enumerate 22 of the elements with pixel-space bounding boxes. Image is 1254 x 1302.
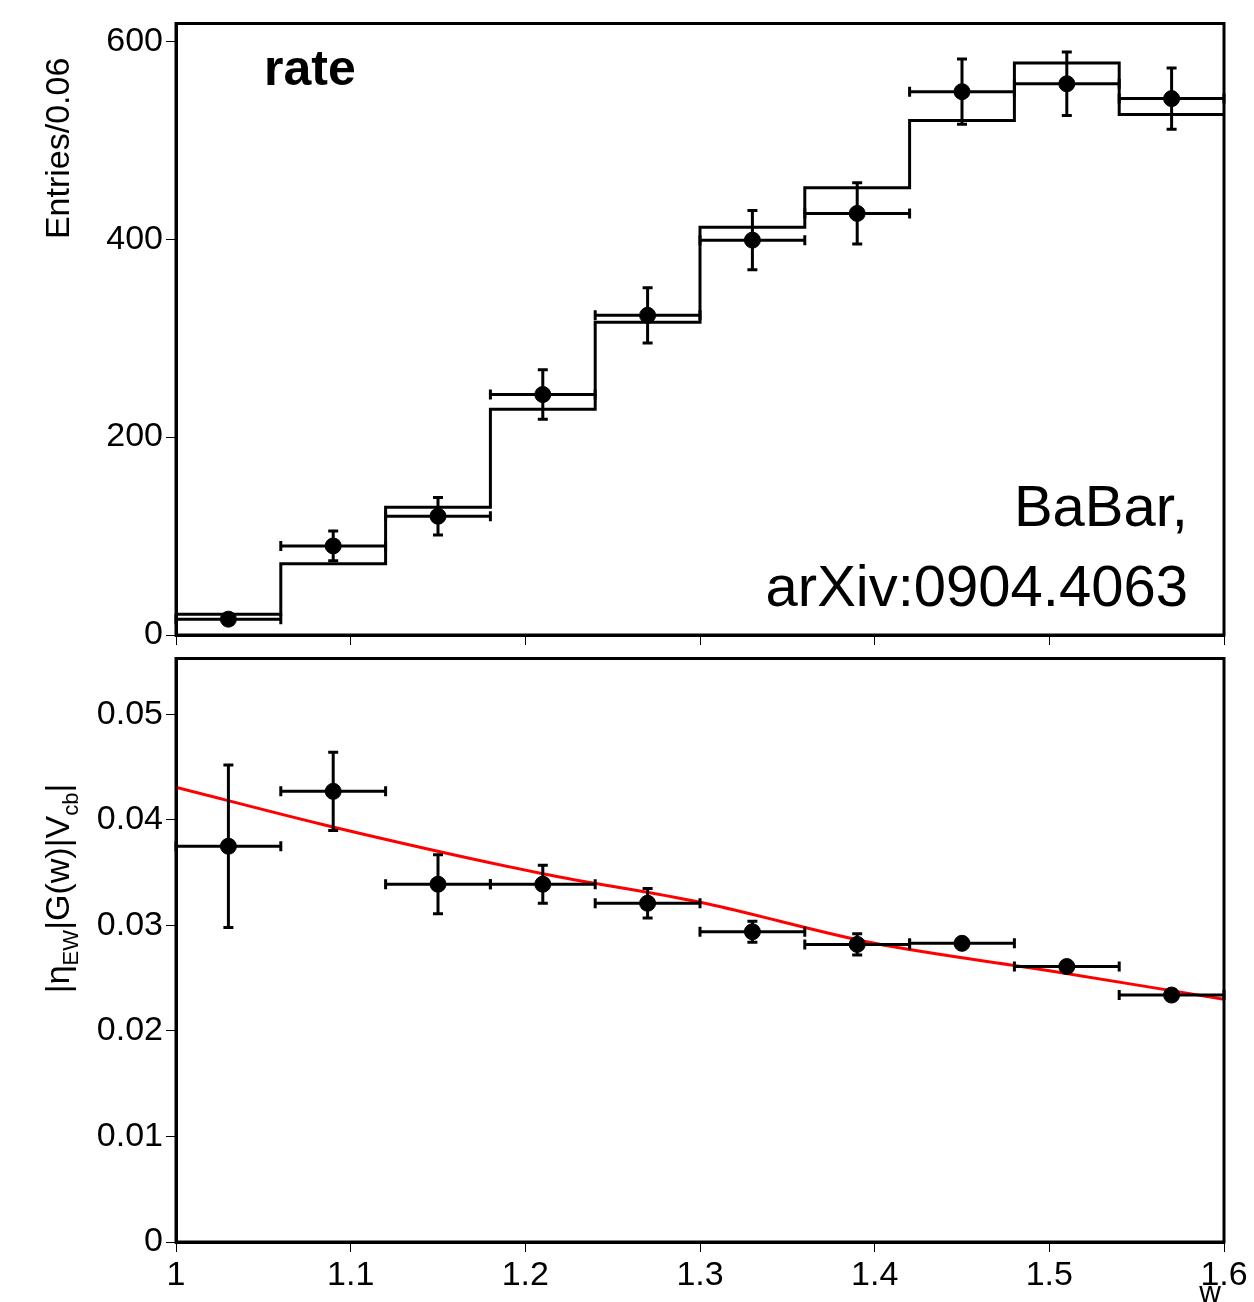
y-tick-label: 0.04 bbox=[96, 798, 163, 837]
x-tick-label: 1.3 bbox=[676, 1253, 724, 1292]
annotation: rate bbox=[264, 40, 356, 97]
y-axis-title: |ηEW|G(w)|Vcb| bbox=[38, 783, 83, 994]
y-tick-label: 0.02 bbox=[96, 1009, 163, 1048]
line-series bbox=[176, 785, 1224, 1001]
y-tick-label: 200 bbox=[106, 415, 163, 454]
y-tick-label: 0.05 bbox=[96, 692, 163, 731]
y-tick-label: 400 bbox=[106, 217, 163, 256]
y-tick-label: 0.01 bbox=[96, 1114, 163, 1153]
x-tick-label: 1.5 bbox=[1025, 1253, 1073, 1292]
x-tick-label: 1 bbox=[166, 1253, 186, 1292]
x-tick-label: 1.1 bbox=[327, 1253, 375, 1292]
x-tick-label: 1.2 bbox=[501, 1253, 549, 1292]
y-tick-label: 0 bbox=[144, 1220, 163, 1259]
annotation: arXiv:0904.4063 bbox=[765, 553, 1188, 618]
y-tick-label: 600 bbox=[106, 19, 163, 58]
y-tick-label: 0.03 bbox=[96, 903, 163, 942]
y-tick-label: 0 bbox=[144, 613, 163, 652]
x-tick-label: 1.4 bbox=[851, 1253, 899, 1292]
annotation: BaBar, bbox=[1013, 473, 1188, 538]
y-axis-title: Entries/0.06 bbox=[38, 57, 77, 240]
